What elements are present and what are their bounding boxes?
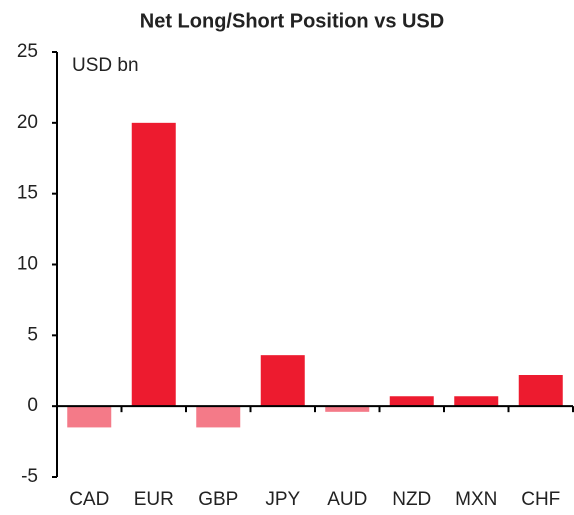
bar bbox=[389, 396, 434, 407]
x-tick-label: AUD bbox=[327, 489, 367, 510]
x-tick-label: CAD bbox=[69, 489, 109, 510]
bar bbox=[196, 406, 241, 428]
unit-label: USD bn bbox=[72, 55, 139, 76]
x-tick-label: MXN bbox=[455, 489, 497, 510]
bar bbox=[518, 375, 563, 407]
y-tick-label: -5 bbox=[21, 466, 38, 487]
y-tick-label: 15 bbox=[17, 183, 38, 204]
x-tick-label: EUR bbox=[134, 489, 174, 510]
y-tick-label: 5 bbox=[27, 324, 38, 345]
y-tick-label: 20 bbox=[17, 112, 38, 133]
x-tick-label: JPY bbox=[265, 489, 300, 510]
y-tick-label: 10 bbox=[17, 254, 38, 275]
x-tick-label: NZD bbox=[392, 489, 431, 510]
bar bbox=[325, 406, 370, 412]
bar bbox=[454, 396, 499, 407]
bar bbox=[260, 355, 305, 407]
y-tick-label: 25 bbox=[17, 41, 38, 62]
x-tick-label: CHF bbox=[521, 489, 560, 510]
bar bbox=[131, 122, 176, 407]
bar bbox=[67, 406, 112, 428]
x-tick-label: GBP bbox=[198, 489, 238, 510]
y-tick-label: 0 bbox=[27, 395, 38, 416]
chart-title: Net Long/Short Position vs USD bbox=[140, 10, 444, 32]
